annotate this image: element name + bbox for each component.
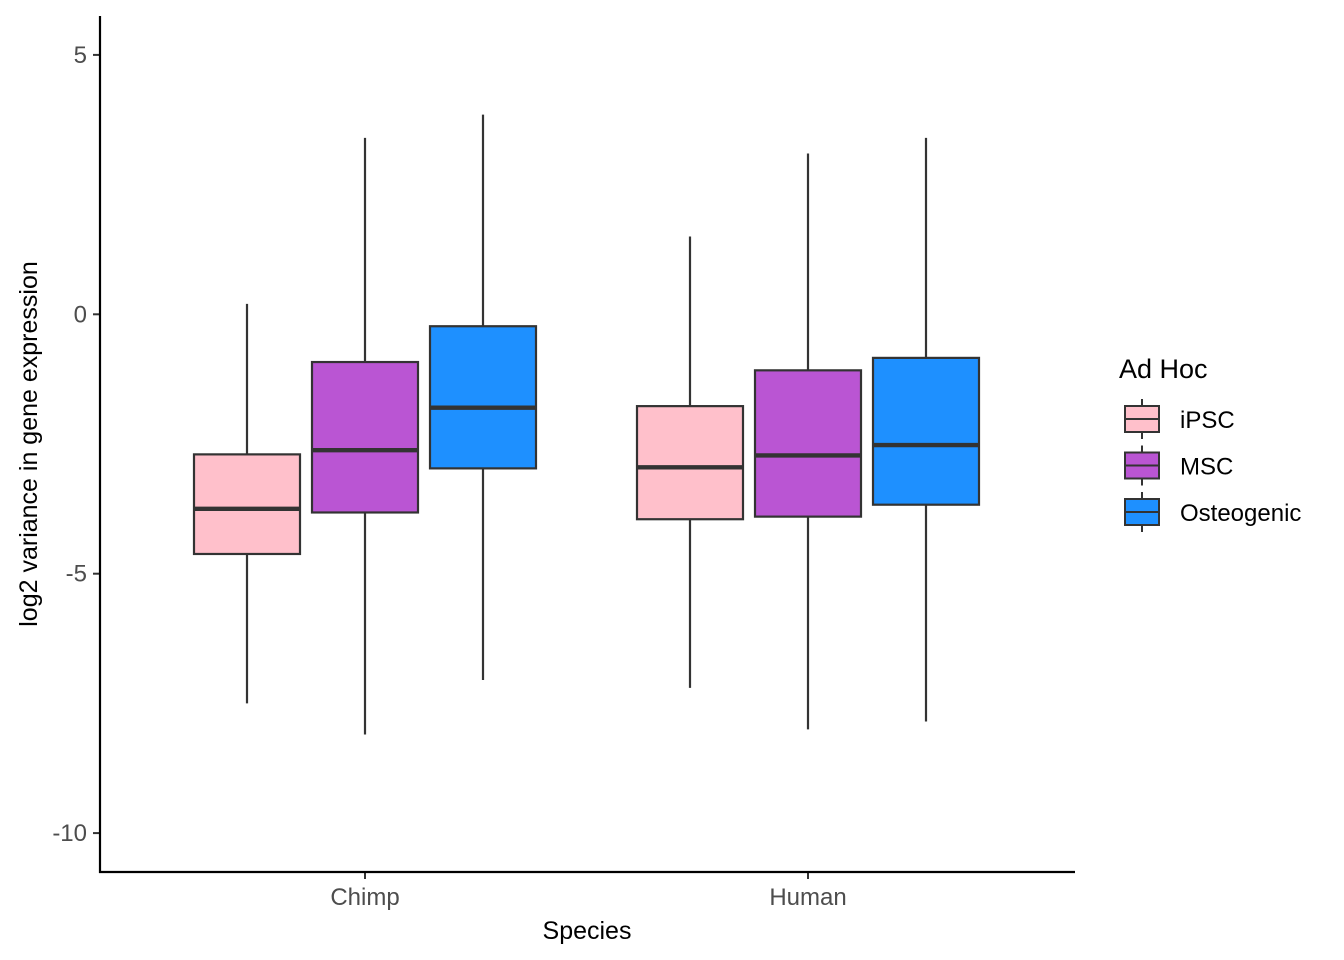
box-msc-human xyxy=(753,153,863,730)
legend: Ad Hoc iPSC MSC Osteogenic xyxy=(1119,354,1301,532)
box-iqr xyxy=(428,325,538,470)
box-iqr xyxy=(635,405,745,521)
box-osteogenic-chimp xyxy=(428,114,538,681)
y-tick-label: -10 xyxy=(52,820,87,847)
y-tick-label: -5 xyxy=(66,561,87,588)
box-iqr xyxy=(192,453,302,556)
y-tick-label: 0 xyxy=(74,301,87,328)
legend-label: MSC xyxy=(1180,454,1233,481)
legend-item-msc: MSC xyxy=(1124,445,1233,486)
y-tick-label: 5 xyxy=(74,42,87,69)
y-axis-title: log2 variance in gene expression xyxy=(15,261,43,627)
legend-label: Osteogenic xyxy=(1180,500,1301,527)
x-tick-label: Chimp xyxy=(330,884,399,911)
legend-item-ipsc: iPSC xyxy=(1124,399,1235,439)
x-axis-ticks: Chimp Human xyxy=(330,872,847,911)
box-osteogenic-human xyxy=(871,137,981,722)
x-axis-title: Species xyxy=(543,917,632,945)
box-ipsc-chimp xyxy=(192,303,302,704)
box-iqr xyxy=(753,369,863,518)
legend-item-osteogenic: Osteogenic xyxy=(1124,492,1301,532)
legend-label: iPSC xyxy=(1180,407,1235,434)
x-tick-label: Human xyxy=(769,884,846,911)
box-iqr xyxy=(871,356,981,506)
y-axis-ticks: 5 0 -5 -10 xyxy=(52,42,100,847)
box-ipsc-human xyxy=(635,236,745,688)
box-msc-chimp xyxy=(310,137,420,735)
box-series xyxy=(192,114,981,735)
box-iqr xyxy=(310,360,420,514)
legend-title: Ad Hoc xyxy=(1119,354,1208,384)
